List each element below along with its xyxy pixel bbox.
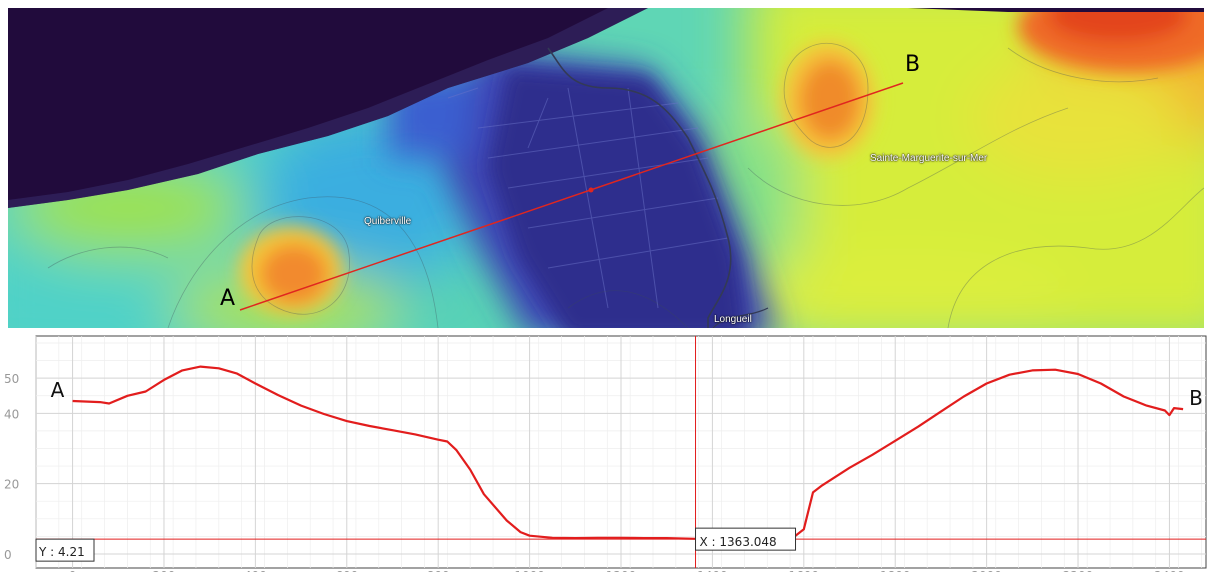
profile-end-label: B bbox=[1189, 386, 1203, 410]
y-tick-label: 50 bbox=[4, 372, 19, 386]
x-readout-box bbox=[695, 527, 797, 551]
y-readout: Y : 4.21 bbox=[38, 545, 85, 559]
y-tick-label: 0 bbox=[4, 548, 12, 562]
profile-start-label: A bbox=[51, 378, 65, 402]
town-label-quiberville: Quiberville bbox=[364, 216, 412, 227]
profile-cursor-marker bbox=[588, 187, 594, 193]
profile-line[interactable] bbox=[239, 82, 904, 311]
profile-end-label-map: B bbox=[905, 52, 921, 77]
y-tick-label: 40 bbox=[4, 407, 19, 421]
town-label-sainte-marguerite: Sainte-Marguerite-sur-Mer bbox=[870, 153, 988, 164]
elevation-profile-line bbox=[72, 365, 1184, 540]
y-readout-box bbox=[35, 538, 95, 562]
profile-start-label-map: A bbox=[220, 286, 236, 311]
elevation-profile-chart[interactable]: 0200400600800100012001400160018002000220… bbox=[0, 328, 1212, 576]
profile-chart-svg: 0200400600800100012001400160018002000220… bbox=[4, 335, 1207, 576]
elevation-map[interactable]: Quiberville Sainte-Marguerite-sur-Mer Lo… bbox=[8, 8, 1204, 328]
elevation-raster bbox=[8, 8, 1204, 328]
y-tick-label: 20 bbox=[4, 478, 19, 492]
x-readout: X : 1363.048 bbox=[700, 535, 777, 549]
town-label-longueil: Longueil bbox=[714, 314, 752, 325]
